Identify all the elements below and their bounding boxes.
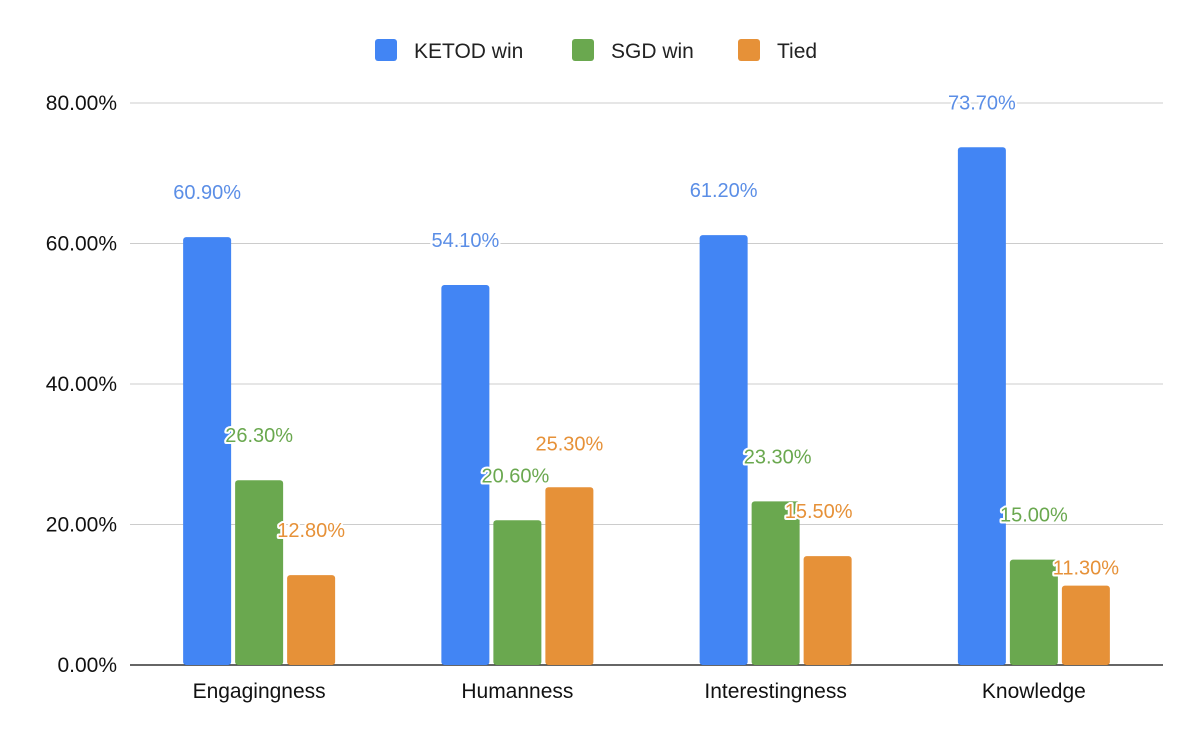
legend-swatch: [572, 39, 594, 61]
bar-sgd-win-interestingness: [751, 501, 800, 665]
data-label: 23.30%: [744, 446, 812, 468]
y-tick-label: 80.00%: [46, 92, 117, 115]
y-axis-ticks: 0.00% 20.00% 40.00% 60.00% 80.00%: [46, 92, 117, 677]
legend: KETOD win SGD win Tied: [375, 39, 817, 63]
data-label: 12.80%: [277, 520, 345, 542]
data-label: 54.10%: [431, 230, 499, 252]
y-tick-label: 20.00%: [46, 514, 117, 537]
legend-label: Tied: [777, 40, 817, 63]
bar-ketod-win-engagingness: [183, 237, 232, 666]
y-tick-label: 0.00%: [57, 654, 117, 677]
data-label: 15.50%: [785, 501, 853, 523]
gridlines: [130, 102, 1163, 666]
x-category-label: Engagingness: [193, 680, 326, 703]
x-category-label: Interestingness: [704, 680, 846, 703]
bar-tied-knowledge: [1061, 585, 1110, 665]
data-label: 25.30%: [535, 433, 603, 455]
y-tick-label: 60.00%: [46, 233, 117, 256]
data-label: 26.30%: [225, 425, 293, 447]
bar-tied-engagingness: [287, 575, 336, 665]
bars: [183, 147, 1110, 666]
data-label: 20.60%: [481, 465, 549, 487]
bar-ketod-win-humanness: [441, 284, 490, 665]
bar-sgd-win-knowledge: [1009, 559, 1058, 665]
data-label: 11.30%: [1053, 558, 1120, 580]
data-labels: 60.90% 26.30% 12.80% 54.10% 20.60% 25.30% 61.2…: [171, 90, 1121, 581]
y-tick-label: 40.00%: [46, 373, 117, 396]
bar-ketod-win-knowledge: [957, 147, 1006, 665]
bar-sgd-win-engagingness: [235, 480, 284, 665]
bar-ketod-win-interestingness: [699, 235, 748, 665]
x-category-label: Humanness: [461, 680, 573, 703]
x-axis-labels: Engagingness Humanness Interestingness Know…: [193, 680, 1086, 703]
bar-sgd-win-humanness: [493, 520, 542, 665]
legend-label: KETOD win: [414, 40, 523, 63]
data-label: 61.20%: [690, 180, 758, 202]
data-label: 15.00%: [1000, 505, 1068, 527]
legend-swatch: [375, 39, 397, 61]
bar-tied-interestingness: [803, 556, 852, 665]
legend-swatch: [738, 39, 760, 61]
x-category-label: Knowledge: [982, 680, 1086, 703]
data-label: 73.70%: [948, 92, 1016, 114]
bar-tied-humanness: [545, 487, 594, 665]
legend-label: SGD win: [611, 40, 694, 63]
data-label: 60.90%: [173, 182, 241, 204]
